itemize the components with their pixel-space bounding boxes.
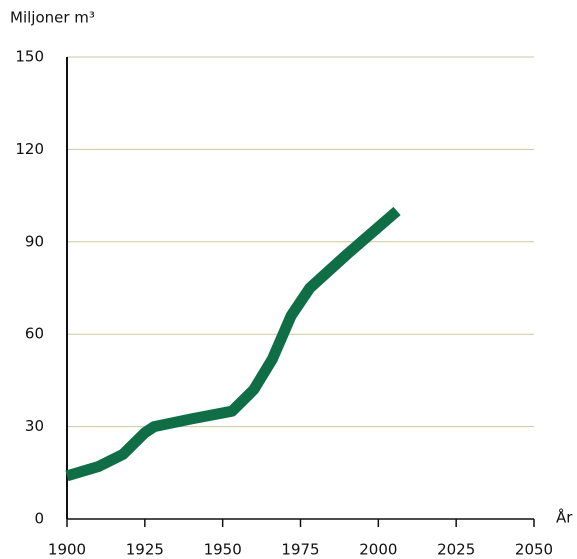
x-tick-label: 2050 — [515, 541, 553, 559]
y-tick-label: 60 — [25, 325, 44, 343]
x-tick-label: 1975 — [281, 541, 319, 559]
x-axis-label: År — [556, 508, 573, 527]
x-tick-label: 2025 — [437, 541, 475, 559]
y-tick-label: 90 — [25, 232, 44, 250]
y-tick-label: 120 — [15, 140, 44, 158]
y-tick-label: 30 — [25, 417, 44, 435]
x-tick-label: 1950 — [204, 541, 242, 559]
x-tick-label: 2000 — [359, 541, 397, 559]
y-tick-label: 0 — [34, 510, 44, 528]
y-tick-label: 150 — [15, 48, 44, 66]
y-axis-label: Miljoner m³ — [10, 9, 95, 27]
x-tick-label: 1900 — [48, 541, 86, 559]
x-tick-label: 1925 — [126, 541, 164, 559]
data-line — [65, 206, 401, 482]
